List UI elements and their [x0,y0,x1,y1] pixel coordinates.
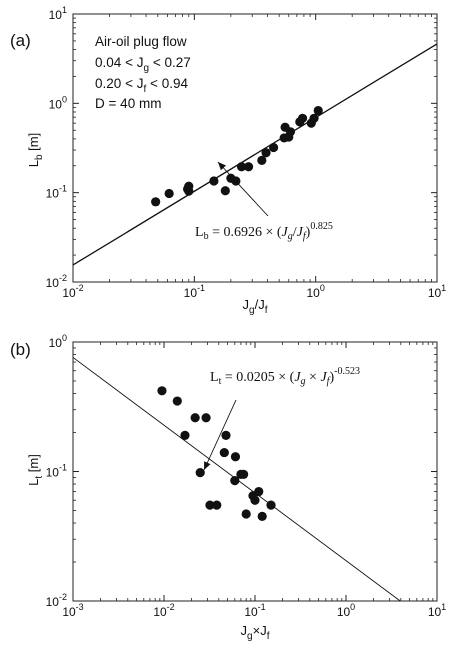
data-point [164,188,174,199]
data-point [201,413,211,423]
data-point [266,500,276,510]
data-point [243,162,254,172]
annotation-line: D = 40 mm [95,96,161,111]
chart-panel-a: (a) 10-2 10-1 100 101 10-2 10-1 100 101 Air-oil… [10,5,446,316]
annotation-block-a: Air-oil plug flow 0.04 < Jg​ < 0.27 0.20 <… [95,34,191,111]
y-axis-label-b: Lt​ [m] [26,454,45,486]
data-point [180,430,190,441]
annotation-line: Air-oil plug flow [95,34,187,49]
annotation-line: 0.20 < Jf​ < 0.94 [95,76,188,95]
x-axis-label-b: Jg​×Jf​ [241,623,270,642]
panel-label-b: (b) [10,340,31,359]
data-point [157,386,167,396]
y-tick-label: 101 [49,5,67,22]
data-point [257,511,267,522]
data-point [285,127,296,137]
equation-a: Lb​ = 0.6926 × (Jg​/Jf​)0.825 [195,221,333,242]
data-point [190,413,200,423]
arrow-shaft [217,161,269,217]
data-point [212,500,222,510]
arrow-shaft [203,399,237,471]
x-tick-label: 101 [428,602,446,619]
panel-label-a: (a) [10,31,31,50]
axis-ticks-a: 10-2 10-1 100 101 10-2 10-1 100 101 [46,5,447,300]
data-point [230,452,241,462]
arrow-head [204,461,211,470]
data-point [257,155,267,165]
annotation-line: 0.04 < Jg​ < 0.27 [95,55,191,74]
data-point [236,162,247,172]
data-point [239,469,249,479]
x-tick-label: 10-3 [62,602,83,619]
x-tick-label: 100 [306,283,324,300]
data-point [268,142,279,153]
data-point [195,468,205,478]
x-tick-label: 10-1 [244,602,265,619]
x-tick-label: 10-2 [153,602,174,619]
fit-line-a [72,43,438,266]
equation-arrow-a [217,161,269,217]
data-point [230,476,240,486]
y-tick-label: 100 [49,94,67,111]
data-points-b [157,386,276,522]
data-point [297,113,308,123]
data-point [250,495,260,505]
data-point [172,396,182,406]
data-points-a [151,105,323,207]
data-point [241,509,251,519]
data-point [309,113,319,123]
data-point [209,176,219,186]
y-tick-label: 10-2 [46,273,67,290]
data-point [151,197,161,207]
x-tick-label: 10-2 [62,283,83,300]
equation-arrow-b [203,399,237,471]
data-point [220,186,230,196]
data-point [313,105,323,116]
x-axis-label-a: Jg​/Jf​ [243,297,268,316]
equation-b: Lt​ = 0.0205 × (Jg​ × Jf​)-0.523 [210,366,360,387]
x-tick-label: 100 [337,602,355,619]
data-point [219,447,229,458]
x-tick-label: 10-1 [184,283,205,300]
data-point [205,500,215,510]
y-tick-label: 10-1 [46,184,67,201]
plot-frame-a [72,13,438,283]
x-tick-label: 101 [428,283,446,300]
data-point [221,430,231,441]
y-axis-label-a: Lb​ [m] [26,133,45,168]
y-tick-label: 100 [49,333,67,350]
y-tick-label: 10-2 [46,592,67,609]
arrow-head [218,162,227,171]
data-point [184,186,194,196]
y-tick-label: 10-1 [46,463,67,480]
data-point [254,486,264,497]
data-point [261,148,271,158]
